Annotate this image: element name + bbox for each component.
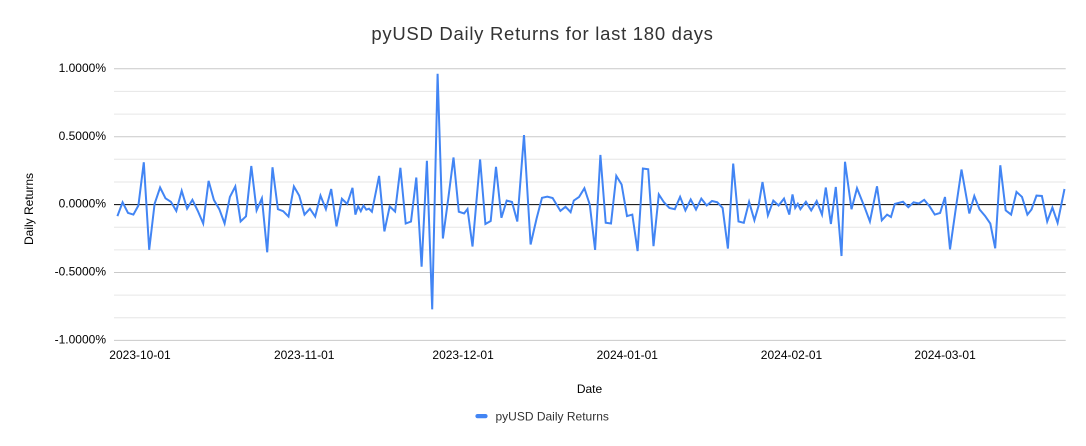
svg-text:0.0000%: 0.0000% [59,197,107,211]
svg-text:1.0000%: 1.0000% [59,61,107,75]
svg-text:Daily Returns: Daily Returns [22,173,36,245]
svg-text:-0.5000%: -0.5000% [55,265,107,279]
svg-text:pyUSD Daily Returns: pyUSD Daily Returns [496,410,609,424]
svg-text:Date: Date [577,382,603,396]
svg-text:2024-02-01: 2024-02-01 [761,348,823,362]
svg-text:-1.0000%: -1.0000% [55,333,107,347]
svg-text:0.5000%: 0.5000% [59,129,107,143]
svg-text:2024-03-01: 2024-03-01 [914,348,976,362]
svg-text:2023-11-01: 2023-11-01 [274,348,335,362]
svg-text:2023-10-01: 2023-10-01 [109,348,171,362]
svg-text:2023-12-01: 2023-12-01 [432,348,494,362]
svg-text:pyUSD Daily Returns for last 1: pyUSD Daily Returns for last 180 days [371,23,713,44]
svg-text:2024-01-01: 2024-01-01 [597,348,659,362]
